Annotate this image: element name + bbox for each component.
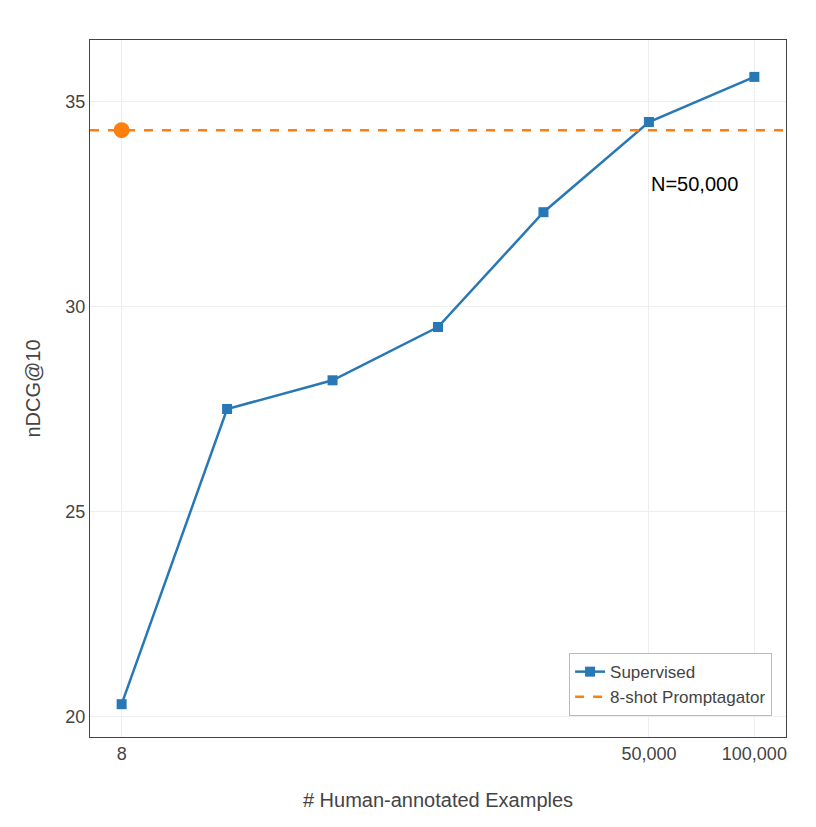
svg-text:nDCG@10: nDCG@10 — [22, 339, 44, 437]
svg-text:N=50,000: N=50,000 — [651, 173, 738, 195]
svg-text:20: 20 — [65, 707, 85, 727]
svg-text:8: 8 — [117, 744, 127, 764]
svg-text:Supervised: Supervised — [610, 663, 695, 682]
svg-text:100,000: 100,000 — [722, 744, 787, 764]
svg-text:25: 25 — [65, 502, 85, 522]
svg-text:30: 30 — [65, 297, 85, 317]
svg-text:# Human-annotated Examples: # Human-annotated Examples — [303, 789, 573, 811]
svg-text:50,000: 50,000 — [621, 744, 676, 764]
svg-text:35: 35 — [65, 92, 85, 112]
svg-text:8-shot Promptagator: 8-shot Promptagator — [610, 688, 765, 707]
